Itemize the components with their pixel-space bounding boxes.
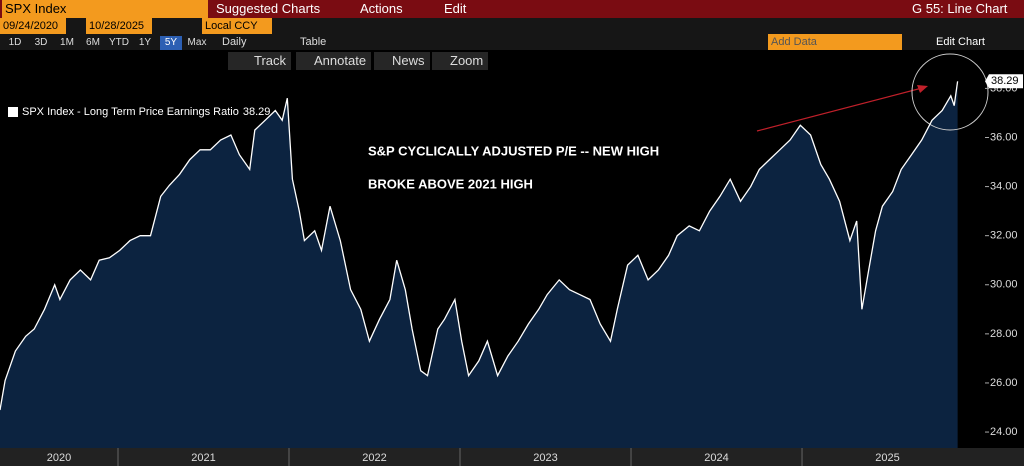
frequency[interactable]: Daily (222, 36, 247, 48)
start-date[interactable]: 09/24/2020 (0, 18, 66, 34)
menu[interactable]: Actions (360, 1, 403, 16)
legend-swatch (8, 107, 18, 117)
menu[interactable]: Edit (444, 1, 467, 16)
legend-name: SPX Index - Long Term Price Earnings Rat… (22, 106, 239, 118)
x-tick-label: 2024 (704, 452, 728, 464)
chart: S&P CYCLICALLY ADJUSTED P/E -- NEW HIGH … (0, 50, 1024, 466)
period-button[interactable]: YTD (109, 37, 129, 48)
y-tick-label: 34.00 (990, 180, 1018, 192)
y-tick-label: 28.00 (990, 328, 1018, 340)
period-button[interactable]: 1M (60, 37, 74, 48)
annotation-text: BROKE ABOVE 2021 HIGH (368, 176, 533, 191)
y-tick-label: 36.00 (990, 131, 1018, 143)
line (0, 81, 959, 411)
title-bar: SPX Index Suggested Charts Actions Edit … (0, 0, 1024, 18)
period-button[interactable]: 5Y (160, 36, 182, 50)
legend-label: SPX Index - Long Term Price Earnings Rat… (22, 106, 270, 118)
period-button[interactable]: 1D (8, 37, 22, 48)
area (0, 81, 958, 449)
period-button[interactable]: 3D (34, 37, 48, 48)
tool-button[interactable]: Zoom (432, 52, 489, 70)
y-axis-strip (985, 50, 1024, 448)
table-button[interactable]: Table (300, 36, 327, 48)
annotation-circle (911, 53, 989, 131)
x-tick-label: 2022 (362, 452, 386, 464)
last-value-label: 38.29 (991, 75, 1019, 87)
arrow-head (917, 85, 928, 93)
function-title: G 55: Line Chart (912, 1, 1008, 16)
tool-button[interactable]: Track (228, 52, 292, 70)
x-tick-label: 2023 (533, 452, 557, 464)
legend-value: 38.29 (243, 106, 271, 118)
period-button[interactable]: 6M (86, 37, 100, 48)
y-tick-label: 26.00 (990, 377, 1018, 389)
tool-button[interactable]: Annotate (296, 52, 372, 70)
annotation-arrow (756, 87, 923, 132)
period-bar: Add Data Edit Chart (0, 34, 1024, 50)
date-bar: 09/24/2020 10/28/2025 Local CCY (0, 18, 1024, 34)
annotation-text: S&P CYCLICALLY ADJUSTED P/E -- NEW HIGH (368, 143, 659, 158)
x-tick-label: 2025 (875, 452, 899, 464)
y-tick-label: 30.00 (990, 279, 1018, 291)
menu[interactable]: Suggested Charts (216, 1, 321, 16)
last-value-box (985, 74, 1023, 89)
x-axis-strip (0, 448, 1024, 466)
end-date[interactable]: 10/28/2025 (86, 18, 152, 34)
period-button[interactable]: 1Y (138, 37, 152, 48)
add-data[interactable]: Add Data (768, 34, 902, 50)
y-tick-label: 24.00 (990, 426, 1018, 438)
tool-button[interactable]: News (374, 52, 430, 70)
x-tick-label: 2021 (191, 452, 215, 464)
x-tick-label: 2020 (47, 452, 71, 464)
y-tick-label: 32.00 (990, 230, 1018, 242)
currency[interactable]: Local CCY (202, 18, 272, 34)
period-button[interactable]: Max (187, 37, 207, 48)
edit-chart[interactable]: Edit Chart (936, 36, 985, 48)
security-field[interactable]: SPX Index (2, 0, 208, 18)
